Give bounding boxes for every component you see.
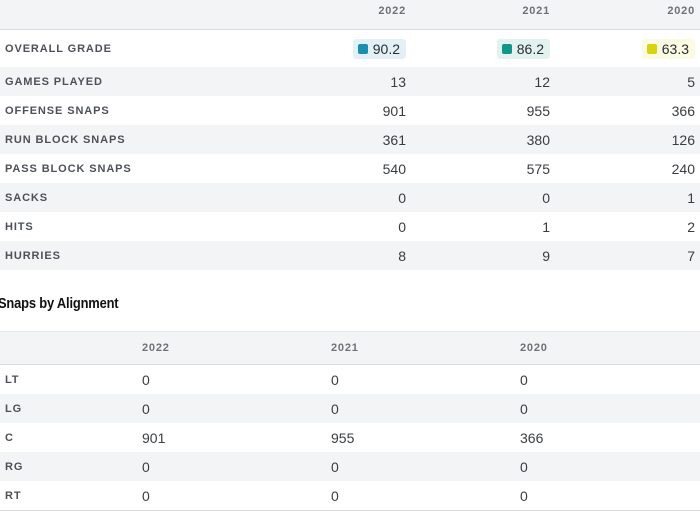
table-row-lt: LT 0 0 0 bbox=[0, 365, 700, 394]
cell-2020: 0 bbox=[520, 487, 528, 504]
year-header-2020[interactable]: 2020 bbox=[667, 5, 695, 17]
grade-color-swatch bbox=[501, 43, 512, 54]
year-header-2021[interactable]: 2021 bbox=[331, 342, 359, 354]
table-row-pass-block-snaps: PASS BLOCK SNAPS 540 575 240 bbox=[0, 154, 700, 183]
table-row-games-played: GAMES PLAYED 13 12 5 bbox=[0, 67, 700, 96]
grade-badge-2021: 86.2 bbox=[496, 38, 550, 59]
cell-2020: 0 bbox=[520, 400, 528, 417]
cell-2022: 0 bbox=[142, 371, 150, 388]
cell-2021: 12 bbox=[534, 73, 550, 90]
grade-value: 90.2 bbox=[372, 40, 400, 57]
table-row-run-block-snaps: RUN BLOCK SNAPS 361 380 126 bbox=[0, 125, 700, 154]
grade-badge-2022: 90.2 bbox=[352, 38, 406, 59]
row-label: LT bbox=[5, 373, 20, 386]
table-row-rt: RT 0 0 0 bbox=[0, 481, 700, 510]
row-label: HITS bbox=[5, 220, 34, 233]
table-row-hits: HITS 0 1 2 bbox=[0, 212, 700, 241]
cell-2021: 380 bbox=[526, 131, 550, 148]
cell-2020: 240 bbox=[671, 160, 695, 177]
table-row-overall-grade: OVERALL GRADE 90.2 86.2 63.3 bbox=[0, 30, 700, 67]
cell-2021: 0 bbox=[331, 487, 339, 504]
year-header-2021[interactable]: 2021 bbox=[522, 5, 550, 17]
cell-2020: 126 bbox=[671, 131, 695, 148]
cell-2020: 7 bbox=[687, 247, 695, 264]
cell-2021: 955 bbox=[526, 102, 550, 119]
grade-color-swatch bbox=[357, 43, 368, 54]
row-label: OFFENSE SNAPS bbox=[5, 104, 110, 117]
cell-2020: 2 bbox=[687, 218, 695, 235]
year-header-2022[interactable]: 2022 bbox=[142, 342, 170, 354]
row-label: RG bbox=[5, 460, 24, 473]
cell-2022: 0 bbox=[142, 458, 150, 475]
grade-badge-2020: 63.3 bbox=[641, 38, 695, 59]
table-row-sacks: SACKS 0 0 1 bbox=[0, 183, 700, 212]
grade-value: 63.3 bbox=[661, 40, 689, 57]
row-label: HURRIES bbox=[5, 249, 61, 262]
cell-2021: 0 bbox=[542, 189, 550, 206]
cell-2021: 0 bbox=[331, 371, 339, 388]
table-row-rg: RG 0 0 0 bbox=[0, 452, 700, 481]
cell-2022: 901 bbox=[382, 102, 406, 119]
cell-2022: 901 bbox=[142, 429, 166, 446]
row-label: SACKS bbox=[5, 191, 49, 204]
cell-2022: 0 bbox=[398, 189, 406, 206]
cell-2020: 0 bbox=[520, 458, 528, 475]
table-row-hurries: HURRIES 8 9 7 bbox=[0, 241, 700, 270]
cell-2020: 366 bbox=[520, 429, 544, 446]
cell-2020: 5 bbox=[687, 73, 695, 90]
table-bottom-border bbox=[0, 510, 700, 511]
cell-2021: 0 bbox=[331, 458, 339, 475]
cell-2022: 8 bbox=[398, 247, 406, 264]
cell-2022: 13 bbox=[390, 73, 406, 90]
row-label: LG bbox=[5, 402, 23, 415]
stats-table: 2022 2021 2020 OVERALL GRADE 90.2 86.2 6… bbox=[0, 0, 700, 270]
cell-2020: 1 bbox=[687, 189, 695, 206]
year-header-2020[interactable]: 2020 bbox=[520, 342, 548, 354]
cell-2022: 0 bbox=[142, 487, 150, 504]
cell-2022: 0 bbox=[142, 400, 150, 417]
row-label: OVERALL GRADE bbox=[5, 42, 112, 55]
alignment-table-header: 2022 2021 2020 bbox=[0, 331, 700, 365]
cell-2020: 366 bbox=[671, 102, 695, 119]
section-title: Snaps by Alignment bbox=[0, 295, 119, 312]
alignment-table: 2022 2021 2020 LT 0 0 0 LG 0 0 0 C 901 9… bbox=[0, 331, 700, 511]
grade-value: 86.2 bbox=[516, 40, 544, 57]
stats-table-header: 2022 2021 2020 bbox=[0, 0, 700, 30]
cell-2020: 0 bbox=[520, 371, 528, 388]
cell-2021: 9 bbox=[542, 247, 550, 264]
row-label: GAMES PLAYED bbox=[5, 75, 103, 88]
table-row-c: C 901 955 366 bbox=[0, 423, 700, 452]
table-row-lg: LG 0 0 0 bbox=[0, 394, 700, 423]
cell-2022: 540 bbox=[382, 160, 406, 177]
cell-2021: 1 bbox=[542, 218, 550, 235]
grade-color-swatch bbox=[646, 43, 657, 54]
table-row-offense-snaps: OFFENSE SNAPS 901 955 366 bbox=[0, 96, 700, 125]
cell-2021: 575 bbox=[526, 160, 550, 177]
row-label: RT bbox=[5, 489, 22, 502]
cell-2022: 0 bbox=[398, 218, 406, 235]
row-label: PASS BLOCK SNAPS bbox=[5, 162, 132, 175]
cell-2021: 955 bbox=[331, 429, 355, 446]
row-label: C bbox=[5, 431, 14, 444]
cell-2021: 0 bbox=[331, 400, 339, 417]
year-header-2022[interactable]: 2022 bbox=[378, 5, 406, 17]
row-label: RUN BLOCK SNAPS bbox=[5, 133, 126, 146]
cell-2022: 361 bbox=[382, 131, 406, 148]
